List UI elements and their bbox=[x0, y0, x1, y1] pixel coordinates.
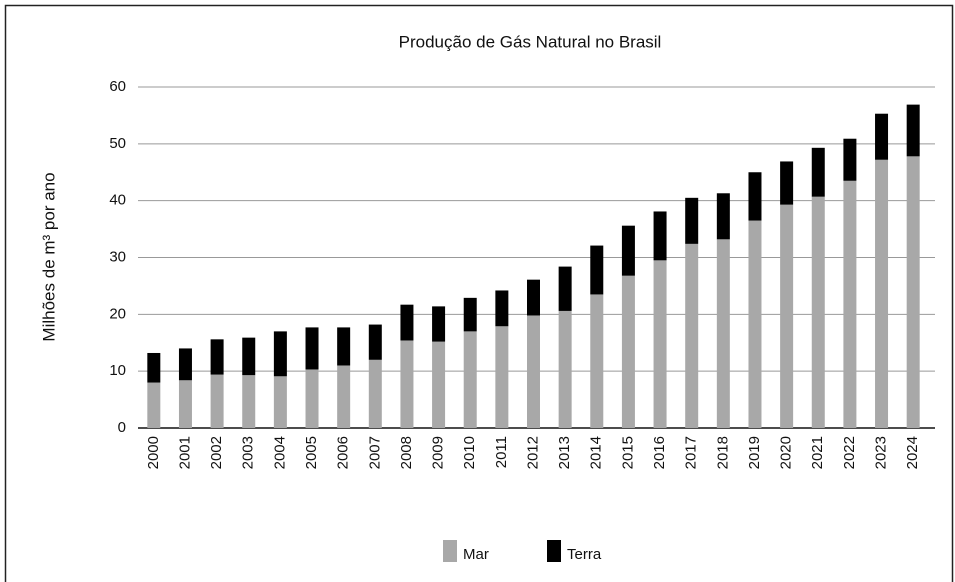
bar-segment bbox=[748, 172, 762, 221]
x-tick-label: 2008 bbox=[398, 436, 415, 469]
bar-segment bbox=[843, 180, 857, 428]
legend-label: Mar bbox=[463, 546, 489, 563]
bar-segment bbox=[621, 275, 635, 428]
x-tick-label: 2017 bbox=[683, 436, 700, 469]
bar-segment bbox=[653, 260, 667, 428]
bar-segment bbox=[780, 161, 794, 205]
bar-segment bbox=[906, 104, 920, 157]
bar-segment bbox=[716, 193, 730, 240]
bar-segment bbox=[558, 266, 572, 311]
x-tick-label: 2014 bbox=[588, 436, 605, 469]
x-tick-label: 2024 bbox=[904, 436, 921, 469]
bar-segment bbox=[495, 326, 509, 428]
bar-segment bbox=[685, 243, 699, 428]
x-tick-label: 2011 bbox=[493, 436, 510, 468]
x-tick-label: 2022 bbox=[841, 436, 858, 469]
bar-segment bbox=[432, 341, 446, 428]
bar-segment bbox=[178, 380, 192, 428]
x-tick-label: 2019 bbox=[746, 436, 763, 469]
x-tick-label: 2000 bbox=[145, 436, 162, 469]
bar-segment bbox=[463, 297, 477, 332]
bar-segment bbox=[716, 239, 730, 428]
bar-segment bbox=[400, 304, 414, 341]
bar-segment bbox=[242, 375, 256, 428]
x-tick-label: 2023 bbox=[873, 436, 890, 469]
x-tick-label: 2009 bbox=[430, 436, 447, 469]
bar-segment bbox=[558, 310, 572, 428]
bar-segment bbox=[432, 306, 446, 342]
y-axis-label: Milhões de m³ por ano bbox=[39, 172, 58, 341]
legend-swatch bbox=[443, 540, 457, 562]
bar-segment bbox=[906, 156, 920, 428]
y-tick-label: 50 bbox=[109, 135, 126, 152]
x-tick-label: 2021 bbox=[809, 436, 826, 469]
bar-segment bbox=[843, 138, 857, 181]
x-tick-label: 2006 bbox=[335, 436, 352, 469]
y-tick-label: 0 bbox=[118, 419, 126, 436]
bar-segment bbox=[463, 331, 477, 428]
bar-segment bbox=[875, 159, 889, 428]
bar-segment bbox=[337, 365, 351, 428]
y-tick-label: 20 bbox=[109, 305, 126, 322]
bar-segment bbox=[875, 113, 889, 160]
bar-segment bbox=[811, 196, 825, 428]
bar-segment bbox=[147, 382, 161, 428]
bar-segment bbox=[590, 294, 604, 428]
bar-segment bbox=[210, 339, 224, 375]
x-tick-label: 2015 bbox=[619, 436, 636, 469]
bar-segment bbox=[337, 327, 351, 366]
x-tick-label: 2002 bbox=[208, 436, 225, 469]
x-tick-label: 2003 bbox=[240, 436, 257, 469]
bar-segment bbox=[621, 225, 635, 276]
y-tick-label: 10 bbox=[109, 362, 126, 379]
bar-segment bbox=[590, 245, 604, 295]
y-tick-label: 40 bbox=[109, 192, 126, 209]
x-tick-label: 2012 bbox=[524, 436, 541, 469]
bar-segment bbox=[368, 359, 382, 428]
x-tick-label: 2013 bbox=[556, 436, 573, 469]
legend-swatch bbox=[547, 540, 561, 562]
x-tick-label: 2007 bbox=[366, 436, 383, 469]
bar-segment bbox=[811, 147, 825, 197]
bar-segment bbox=[273, 331, 287, 377]
frame bbox=[4, 4, 954, 582]
x-tick-label: 2020 bbox=[778, 436, 795, 469]
bar-segment bbox=[305, 369, 319, 428]
bar-segment bbox=[527, 315, 540, 428]
bar-segment bbox=[748, 220, 762, 428]
x-tick-label: 2010 bbox=[461, 436, 478, 469]
bar-segment bbox=[147, 352, 161, 383]
bar-segment bbox=[273, 376, 287, 428]
x-tick-label: 2018 bbox=[714, 436, 731, 469]
y-tick-label: 30 bbox=[109, 248, 126, 265]
chart-title: Produção de Gás Natural no Brasil bbox=[399, 32, 662, 51]
x-tick-label: 2004 bbox=[271, 436, 288, 469]
bar-segment bbox=[527, 279, 540, 316]
legend-label: Terra bbox=[567, 546, 602, 563]
x-tick-label: 2001 bbox=[176, 436, 193, 469]
bar-segment bbox=[653, 211, 667, 261]
bar-segment bbox=[495, 290, 509, 327]
bar-segment bbox=[178, 348, 192, 381]
bar-segment bbox=[210, 374, 224, 428]
bar-segment bbox=[242, 337, 256, 376]
y-tick-label: 60 bbox=[109, 78, 126, 95]
bar-segment bbox=[305, 327, 319, 370]
bar-segment bbox=[400, 340, 414, 428]
x-tick-label: 2005 bbox=[303, 436, 320, 469]
bar-segment bbox=[368, 324, 382, 360]
bar-segment bbox=[685, 197, 699, 244]
bar-segment bbox=[780, 204, 794, 428]
x-tick-label: 2016 bbox=[651, 436, 668, 469]
